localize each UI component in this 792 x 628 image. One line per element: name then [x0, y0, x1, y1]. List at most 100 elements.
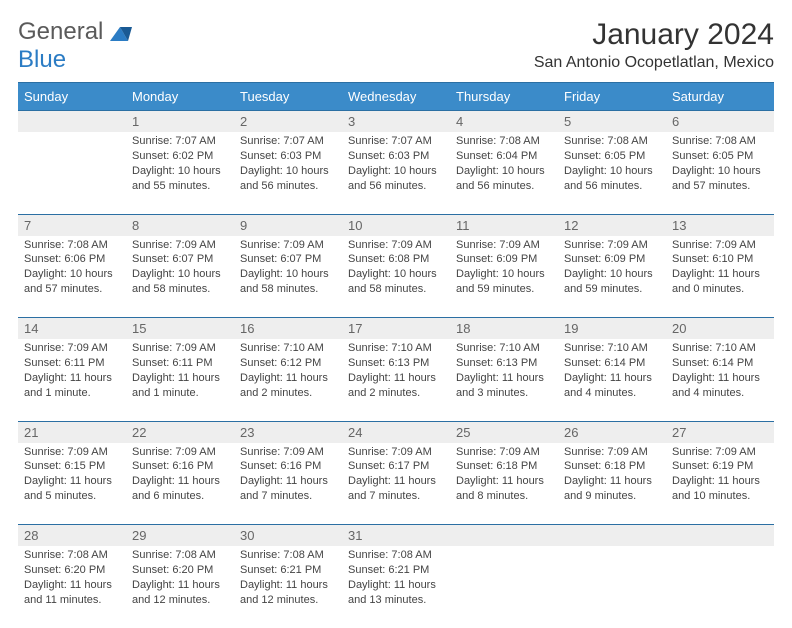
calendar-body: 123456Sunrise: 7:07 AM Sunset: 6:02 PM D… — [18, 111, 774, 628]
day-cell-text — [666, 546, 774, 548]
day-cell: Sunrise: 7:09 AM Sunset: 6:09 PM Dayligh… — [558, 236, 666, 318]
day-number: 10 — [342, 214, 450, 236]
day-cell: Sunrise: 7:10 AM Sunset: 6:14 PM Dayligh… — [558, 339, 666, 421]
day-cell-text — [450, 546, 558, 548]
day-cell — [450, 546, 558, 628]
day-number-row: 14151617181920 — [18, 318, 774, 340]
day-number: 11 — [450, 214, 558, 236]
day-number: 4 — [450, 111, 558, 133]
day-content-row: Sunrise: 7:08 AM Sunset: 6:06 PM Dayligh… — [18, 236, 774, 318]
day-cell: Sunrise: 7:10 AM Sunset: 6:13 PM Dayligh… — [450, 339, 558, 421]
day-cell: Sunrise: 7:09 AM Sunset: 6:19 PM Dayligh… — [666, 443, 774, 525]
day-number: 29 — [126, 525, 234, 547]
day-number — [558, 525, 666, 547]
logo-word1: General — [18, 18, 103, 45]
day-cell: Sunrise: 7:08 AM Sunset: 6:21 PM Dayligh… — [342, 546, 450, 628]
logo-text-block: General Blue — [18, 18, 132, 74]
weekday-header: Sunday — [18, 83, 126, 111]
day-cell: Sunrise: 7:09 AM Sunset: 6:10 PM Dayligh… — [666, 236, 774, 318]
day-cell-text: Sunrise: 7:09 AM Sunset: 6:19 PM Dayligh… — [666, 443, 774, 504]
day-number: 21 — [18, 421, 126, 443]
weekday-header: Monday — [126, 83, 234, 111]
day-cell-text: Sunrise: 7:08 AM Sunset: 6:21 PM Dayligh… — [342, 546, 450, 607]
day-number: 7 — [18, 214, 126, 236]
day-cell-text: Sunrise: 7:07 AM Sunset: 6:03 PM Dayligh… — [342, 132, 450, 193]
day-content-row: Sunrise: 7:09 AM Sunset: 6:15 PM Dayligh… — [18, 443, 774, 525]
day-number: 31 — [342, 525, 450, 547]
day-number: 14 — [18, 318, 126, 340]
weekday-header: Tuesday — [234, 83, 342, 111]
day-cell-text — [558, 546, 666, 548]
day-number: 19 — [558, 318, 666, 340]
day-cell-text: Sunrise: 7:09 AM Sunset: 6:17 PM Dayligh… — [342, 443, 450, 504]
day-number — [18, 111, 126, 133]
title-block: January 2024 San Antonio Ocopetlatlan, M… — [534, 18, 774, 72]
day-number: 9 — [234, 214, 342, 236]
day-cell: Sunrise: 7:09 AM Sunset: 6:07 PM Dayligh… — [234, 236, 342, 318]
day-number: 18 — [450, 318, 558, 340]
day-number: 6 — [666, 111, 774, 133]
weekday-header-row: Sunday Monday Tuesday Wednesday Thursday… — [18, 83, 774, 111]
calendar-table: Sunday Monday Tuesday Wednesday Thursday… — [18, 82, 774, 628]
day-cell-text: Sunrise: 7:10 AM Sunset: 6:13 PM Dayligh… — [450, 339, 558, 400]
day-cell-text — [18, 132, 126, 134]
day-cell-text: Sunrise: 7:09 AM Sunset: 6:09 PM Dayligh… — [558, 236, 666, 297]
day-number: 24 — [342, 421, 450, 443]
day-cell: Sunrise: 7:09 AM Sunset: 6:16 PM Dayligh… — [234, 443, 342, 525]
weekday-header: Friday — [558, 83, 666, 111]
day-cell-text: Sunrise: 7:08 AM Sunset: 6:21 PM Dayligh… — [234, 546, 342, 607]
day-number: 12 — [558, 214, 666, 236]
logo-triangle-icon — [110, 25, 132, 41]
day-cell: Sunrise: 7:08 AM Sunset: 6:20 PM Dayligh… — [18, 546, 126, 628]
day-cell: Sunrise: 7:08 AM Sunset: 6:05 PM Dayligh… — [666, 132, 774, 214]
day-cell — [18, 132, 126, 214]
day-cell-text: Sunrise: 7:09 AM Sunset: 6:15 PM Dayligh… — [18, 443, 126, 504]
day-number: 16 — [234, 318, 342, 340]
day-cell: Sunrise: 7:09 AM Sunset: 6:07 PM Dayligh… — [126, 236, 234, 318]
day-cell-text: Sunrise: 7:08 AM Sunset: 6:20 PM Dayligh… — [18, 546, 126, 607]
day-cell-text: Sunrise: 7:07 AM Sunset: 6:02 PM Dayligh… — [126, 132, 234, 193]
day-cell: Sunrise: 7:09 AM Sunset: 6:11 PM Dayligh… — [18, 339, 126, 421]
logo-word2: Blue — [18, 46, 66, 73]
day-number: 25 — [450, 421, 558, 443]
day-cell-text: Sunrise: 7:09 AM Sunset: 6:11 PM Dayligh… — [126, 339, 234, 400]
day-cell-text: Sunrise: 7:10 AM Sunset: 6:14 PM Dayligh… — [558, 339, 666, 400]
day-number-row: 123456 — [18, 111, 774, 133]
day-cell-text: Sunrise: 7:08 AM Sunset: 6:04 PM Dayligh… — [450, 132, 558, 193]
day-number: 20 — [666, 318, 774, 340]
day-cell-text: Sunrise: 7:09 AM Sunset: 6:16 PM Dayligh… — [234, 443, 342, 504]
day-cell: Sunrise: 7:08 AM Sunset: 6:20 PM Dayligh… — [126, 546, 234, 628]
day-number — [666, 525, 774, 547]
location: San Antonio Ocopetlatlan, Mexico — [534, 54, 774, 72]
day-cell-text: Sunrise: 7:09 AM Sunset: 6:11 PM Dayligh… — [18, 339, 126, 400]
day-cell-text: Sunrise: 7:09 AM Sunset: 6:18 PM Dayligh… — [450, 443, 558, 504]
day-cell-text: Sunrise: 7:10 AM Sunset: 6:12 PM Dayligh… — [234, 339, 342, 400]
day-cell-text: Sunrise: 7:07 AM Sunset: 6:03 PM Dayligh… — [234, 132, 342, 193]
day-cell: Sunrise: 7:09 AM Sunset: 6:16 PM Dayligh… — [126, 443, 234, 525]
day-cell-text: Sunrise: 7:08 AM Sunset: 6:05 PM Dayligh… — [666, 132, 774, 193]
day-number — [450, 525, 558, 547]
header: General Blue January 2024 San Antonio Oc… — [18, 18, 774, 74]
day-number: 26 — [558, 421, 666, 443]
day-cell: Sunrise: 7:07 AM Sunset: 6:02 PM Dayligh… — [126, 132, 234, 214]
day-cell: Sunrise: 7:10 AM Sunset: 6:14 PM Dayligh… — [666, 339, 774, 421]
day-cell-text: Sunrise: 7:09 AM Sunset: 6:09 PM Dayligh… — [450, 236, 558, 297]
day-cell-text: Sunrise: 7:10 AM Sunset: 6:13 PM Dayligh… — [342, 339, 450, 400]
day-number: 13 — [666, 214, 774, 236]
day-content-row: Sunrise: 7:08 AM Sunset: 6:20 PM Dayligh… — [18, 546, 774, 628]
logo: General Blue — [18, 18, 132, 74]
day-cell: Sunrise: 7:10 AM Sunset: 6:13 PM Dayligh… — [342, 339, 450, 421]
day-cell: Sunrise: 7:08 AM Sunset: 6:06 PM Dayligh… — [18, 236, 126, 318]
day-number: 30 — [234, 525, 342, 547]
day-cell: Sunrise: 7:07 AM Sunset: 6:03 PM Dayligh… — [342, 132, 450, 214]
day-content-row: Sunrise: 7:09 AM Sunset: 6:11 PM Dayligh… — [18, 339, 774, 421]
day-cell-text: Sunrise: 7:09 AM Sunset: 6:16 PM Dayligh… — [126, 443, 234, 504]
day-number: 27 — [666, 421, 774, 443]
day-cell: Sunrise: 7:09 AM Sunset: 6:11 PM Dayligh… — [126, 339, 234, 421]
day-content-row: Sunrise: 7:07 AM Sunset: 6:02 PM Dayligh… — [18, 132, 774, 214]
day-cell: Sunrise: 7:08 AM Sunset: 6:05 PM Dayligh… — [558, 132, 666, 214]
day-cell: Sunrise: 7:08 AM Sunset: 6:04 PM Dayligh… — [450, 132, 558, 214]
day-number: 22 — [126, 421, 234, 443]
day-number: 15 — [126, 318, 234, 340]
weekday-header: Wednesday — [342, 83, 450, 111]
